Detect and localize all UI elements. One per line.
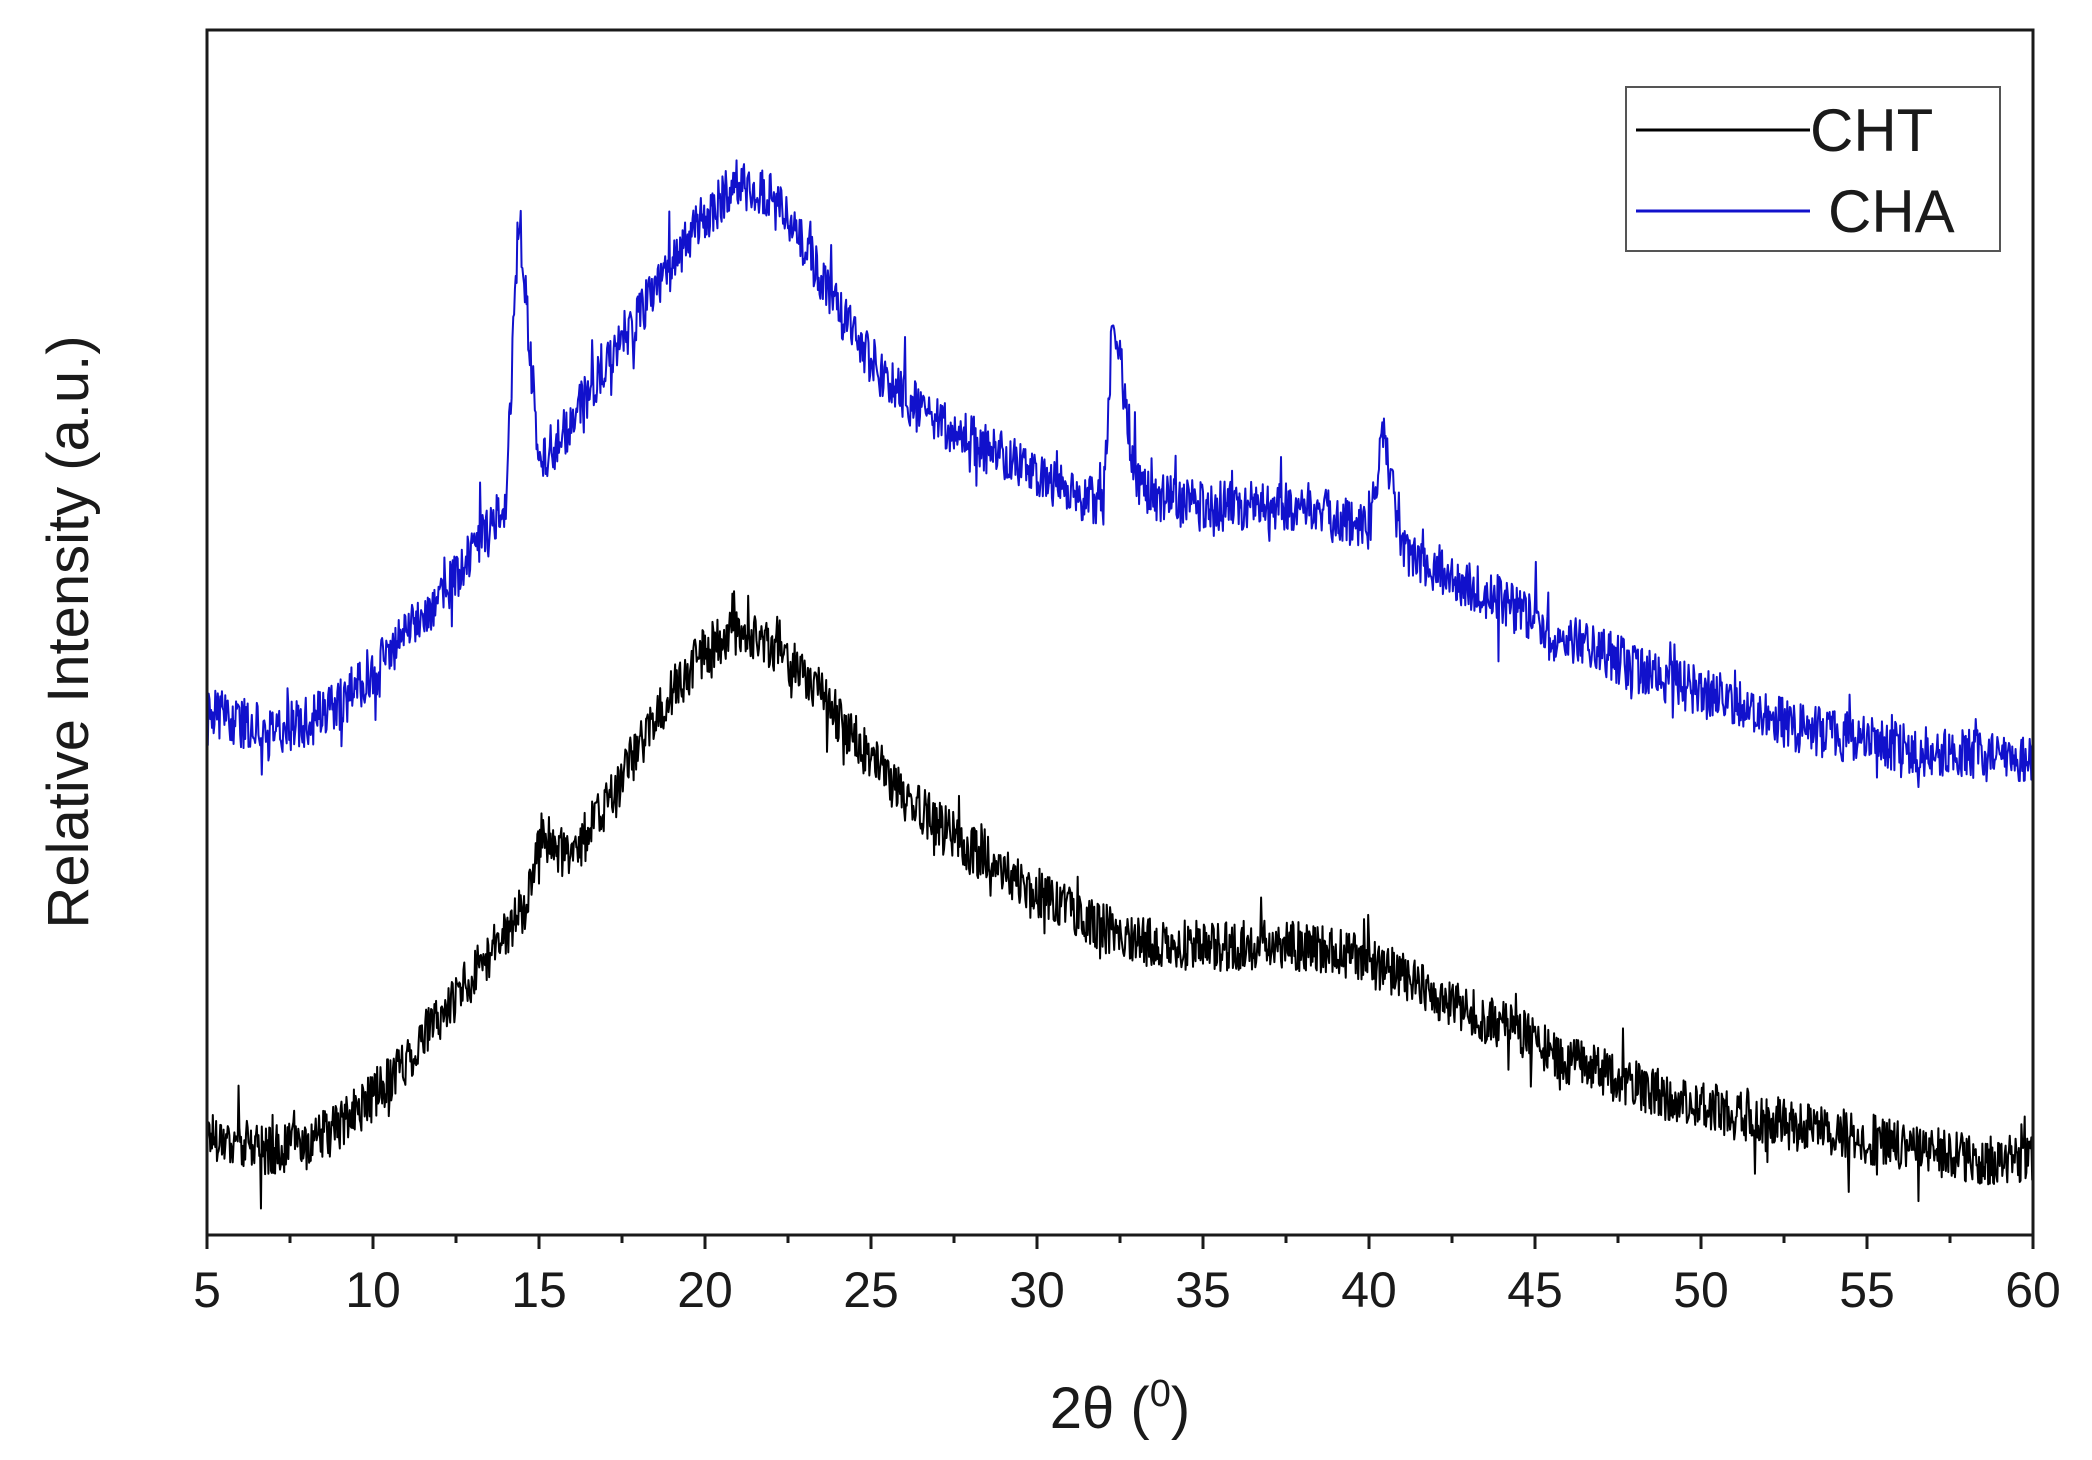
series-line-cha — [206, 159, 2034, 789]
x-tick-label: 40 — [1341, 1262, 1397, 1318]
x-axis-ticks: 5 10 15 20 25 30 35 40 45 50 55 60 — [193, 1235, 2061, 1318]
x-axis-title-superscript: 0 — [1150, 1373, 1171, 1415]
x-axis-title-main: 2θ ( — [1050, 1376, 1150, 1441]
series-layer — [206, 159, 2034, 1210]
legend: CHT CHA — [1625, 86, 2001, 252]
x-tick-label: 30 — [1009, 1262, 1065, 1318]
legend-box — [1625, 86, 2001, 252]
x-tick-label: 35 — [1175, 1262, 1231, 1318]
legend-label-cha: CHA — [1828, 178, 1955, 245]
x-tick-label: 25 — [843, 1262, 899, 1318]
x-tick-label: 5 — [193, 1262, 221, 1318]
x-tick-label: 50 — [1673, 1262, 1729, 1318]
series-line-cht — [206, 590, 2034, 1210]
y-axis-title: Relative Intensity (a.u.) — [36, 335, 101, 928]
x-tick-label: 15 — [511, 1262, 567, 1318]
x-tick-label: 10 — [345, 1262, 401, 1318]
x-tick-label: 60 — [2005, 1262, 2061, 1318]
x-axis-title: 2θ (0) — [1050, 1373, 1190, 1441]
x-tick-label: 45 — [1507, 1262, 1563, 1318]
legend-label-cht: CHT — [1810, 97, 1933, 164]
x-axis-title-end: ) — [1171, 1376, 1190, 1441]
x-tick-label: 55 — [1839, 1262, 1895, 1318]
x-tick-label: 20 — [677, 1262, 733, 1318]
